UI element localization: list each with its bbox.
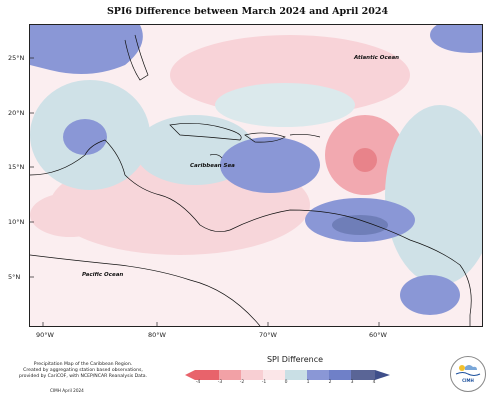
legend-tick: -2	[239, 380, 245, 385]
legend-tick: 4	[372, 380, 376, 385]
legend-arrow-right	[375, 370, 390, 380]
legend-arrow-left	[185, 370, 195, 380]
lightblue-zone-bahamas	[215, 83, 355, 127]
legend-swatch	[307, 370, 329, 380]
lat-label-5n: 5°N	[8, 273, 21, 281]
legend-tick: 3	[350, 380, 354, 385]
lat-label-20n: 20°N	[8, 109, 25, 117]
map-title: SPI6 Difference between March 2024 and A…	[106, 6, 389, 17]
pink-zone-core	[353, 148, 377, 172]
logo-emblem-icon	[455, 365, 481, 376]
legend-swatch	[351, 370, 375, 380]
legend-tick: 2	[328, 380, 332, 385]
lon-label-70w: 70°W	[259, 331, 277, 339]
legend-swatch	[241, 370, 263, 380]
legend-tick: -3	[217, 380, 223, 385]
blue-zone-yucatan	[63, 119, 107, 155]
legend-tick: -4	[195, 380, 201, 385]
coastlines	[30, 34, 472, 326]
legend-swatch	[263, 370, 285, 380]
legend-swatch	[329, 370, 351, 380]
legend-swatch	[195, 370, 219, 380]
blue-zone-nw	[30, 25, 143, 74]
lat-label-10n: 10°N	[8, 218, 25, 226]
logo-text: CIMH	[462, 378, 474, 383]
label-atlantic-ocean: Atlantic Ocean	[354, 55, 400, 61]
lat-label-25n: 25°N	[8, 54, 25, 62]
graticule-ticks	[30, 57, 380, 326]
lat-label-15n: 15°N	[8, 163, 25, 171]
credit-line: Precipitation Map of the Caribbean Regio…	[33, 362, 133, 367]
lon-label-90w: 90°W	[36, 331, 54, 339]
label-caribbean-sea: Caribbean Sea	[190, 163, 235, 169]
legend-title: SPI Difference	[266, 355, 324, 364]
legend-tick: -1	[261, 380, 267, 385]
credit-line: Created by aggregating station based obs…	[23, 368, 143, 373]
blue-zone-center	[220, 137, 320, 193]
blue-zone-ne	[430, 25, 482, 53]
legend-tick: 1	[306, 380, 310, 385]
label-pacific-ocean: Pacific Ocean	[82, 272, 124, 278]
legend-tick: 0	[284, 380, 288, 385]
legend-swatch	[219, 370, 241, 380]
credit-footer: CIMH April 2024	[50, 388, 84, 393]
legend-swatch	[285, 370, 307, 380]
credit-text: Precipitation Map of the Caribbean Regio…	[8, 362, 158, 380]
blue-zone-core	[332, 215, 388, 235]
pink-zone-west	[30, 193, 110, 237]
map-panel	[29, 24, 483, 327]
credit-line: provided by CariCOF, with NCEP/NCAR Rean…	[18, 374, 148, 379]
lon-label-80w: 80°W	[148, 331, 166, 339]
spi-map	[30, 25, 482, 326]
legend-colorbar	[185, 370, 390, 380]
lon-label-60w: 60°W	[369, 331, 387, 339]
cimh-logo: CIMH	[450, 356, 486, 392]
blue-zone-south	[400, 275, 460, 315]
